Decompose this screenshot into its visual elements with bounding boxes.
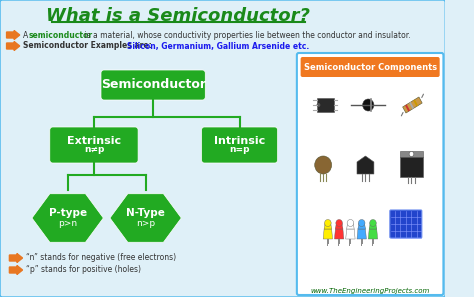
Circle shape bbox=[315, 156, 332, 174]
Polygon shape bbox=[369, 223, 377, 229]
Polygon shape bbox=[32, 194, 103, 242]
Circle shape bbox=[370, 219, 376, 227]
FancyBboxPatch shape bbox=[297, 53, 443, 295]
Circle shape bbox=[347, 219, 354, 227]
Polygon shape bbox=[110, 194, 182, 242]
Circle shape bbox=[325, 219, 331, 227]
Polygon shape bbox=[346, 229, 355, 239]
FancyBboxPatch shape bbox=[317, 98, 334, 112]
FancyArrowPatch shape bbox=[422, 94, 423, 97]
Text: “n” stands for negative (free electrons): “n” stands for negative (free electrons) bbox=[26, 254, 176, 263]
FancyBboxPatch shape bbox=[409, 102, 414, 109]
Polygon shape bbox=[368, 229, 378, 239]
Circle shape bbox=[336, 219, 342, 227]
Text: Silicon, Germanium, Gallium Arsenide etc.: Silicon, Germanium, Gallium Arsenide etc… bbox=[127, 42, 309, 50]
Circle shape bbox=[363, 99, 374, 111]
FancyBboxPatch shape bbox=[0, 0, 446, 297]
Text: Semiconductor: Semiconductor bbox=[100, 78, 206, 91]
FancyArrow shape bbox=[9, 266, 23, 274]
Polygon shape bbox=[323, 229, 333, 239]
Text: Semiconductor Examples are:: Semiconductor Examples are: bbox=[24, 42, 155, 50]
Polygon shape bbox=[357, 156, 374, 174]
Text: “p” stands for positive (holes): “p” stands for positive (holes) bbox=[26, 266, 141, 274]
Text: Intrinsic: Intrinsic bbox=[214, 136, 265, 146]
FancyBboxPatch shape bbox=[201, 127, 278, 163]
FancyArrow shape bbox=[9, 254, 23, 263]
Polygon shape bbox=[357, 229, 366, 239]
FancyBboxPatch shape bbox=[405, 105, 410, 112]
FancyBboxPatch shape bbox=[400, 157, 423, 177]
FancyBboxPatch shape bbox=[390, 210, 422, 238]
Text: n>p: n>p bbox=[136, 219, 155, 228]
Text: is a material, whose conductivity properties lie between the conductor and insul: is a material, whose conductivity proper… bbox=[82, 31, 410, 40]
Polygon shape bbox=[324, 223, 332, 229]
FancyBboxPatch shape bbox=[50, 127, 138, 163]
FancyArrowPatch shape bbox=[401, 113, 403, 116]
FancyBboxPatch shape bbox=[413, 99, 418, 107]
Circle shape bbox=[317, 103, 320, 107]
Polygon shape bbox=[346, 223, 354, 229]
FancyBboxPatch shape bbox=[400, 151, 423, 157]
Text: A: A bbox=[24, 31, 31, 40]
Circle shape bbox=[409, 151, 414, 157]
FancyBboxPatch shape bbox=[101, 70, 205, 100]
Text: www.TheEngineeringProjects.com: www.TheEngineeringProjects.com bbox=[310, 288, 430, 294]
FancyBboxPatch shape bbox=[402, 97, 422, 113]
Text: n≠p: n≠p bbox=[84, 146, 104, 154]
Polygon shape bbox=[358, 223, 365, 229]
Text: Extrinsic: Extrinsic bbox=[67, 136, 121, 146]
Polygon shape bbox=[336, 223, 343, 229]
Text: N-Type: N-Type bbox=[126, 208, 165, 218]
Text: Semiconductor Components: Semiconductor Components bbox=[303, 62, 437, 72]
Polygon shape bbox=[335, 229, 344, 239]
Text: semiconductor: semiconductor bbox=[28, 31, 92, 40]
Text: P-type: P-type bbox=[48, 208, 87, 218]
Circle shape bbox=[358, 219, 365, 227]
Text: p>n: p>n bbox=[58, 219, 77, 228]
Text: n=p: n=p bbox=[229, 146, 250, 154]
FancyArrow shape bbox=[7, 42, 20, 50]
Text: What is a Semiconductor?: What is a Semiconductor? bbox=[46, 7, 310, 25]
FancyArrow shape bbox=[7, 31, 20, 40]
FancyBboxPatch shape bbox=[301, 57, 440, 77]
